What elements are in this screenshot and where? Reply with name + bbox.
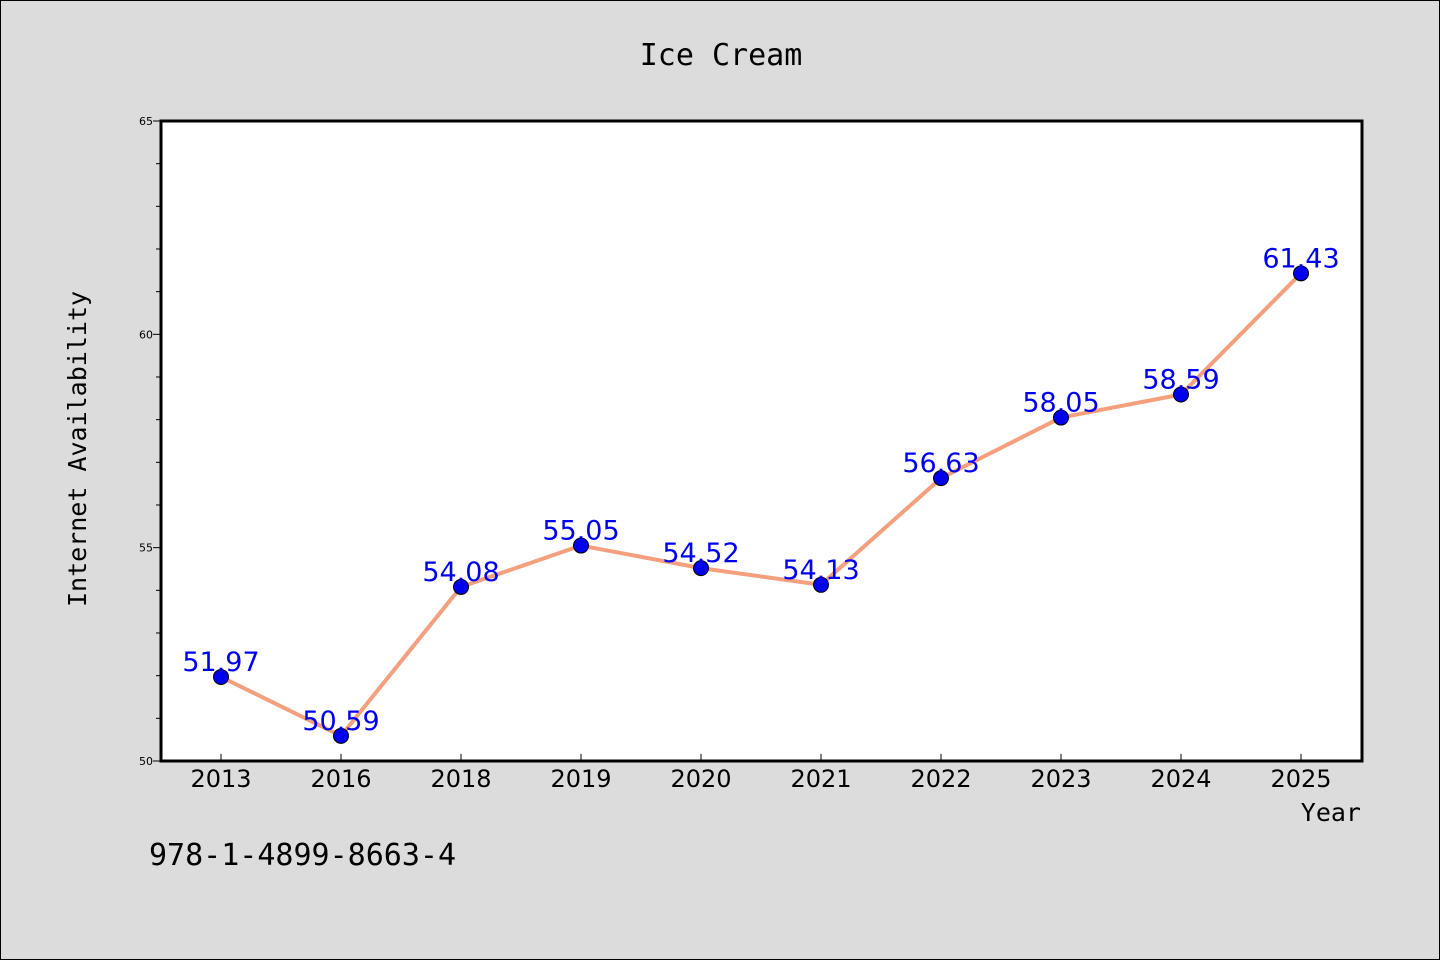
y-axis-label: Internet Availability: [63, 291, 92, 607]
x-tick-label: 2021: [790, 765, 851, 793]
data-labels: 51.97 50.59 54.08 55.05 54.52 54.13 56.63 58.05…: [182, 243, 1339, 737]
x-tick-label: 2019: [550, 765, 611, 793]
isbn-annotation: 978-1-4899-8663-4: [149, 838, 456, 873]
data-point: [1293, 265, 1309, 282]
data-point: [693, 560, 709, 577]
x-tick-label: 2024: [1150, 765, 1211, 793]
y-tick-label: 60: [139, 328, 153, 341]
data-label: 54.13: [782, 555, 859, 586]
y-axis-ticks: 50 55 60 65: [139, 115, 161, 768]
x-tick-label: 2023: [1030, 765, 1091, 793]
y-tick-label: 65: [139, 115, 153, 128]
data-point: [333, 727, 349, 744]
data-point: [453, 578, 469, 595]
data-label: 54.08: [422, 557, 499, 588]
x-tick-label: 2018: [430, 765, 491, 793]
x-axis-label: Year: [1301, 798, 1361, 827]
x-tick-label: 2025: [1270, 765, 1331, 793]
series-line-group: [219, 271, 1303, 738]
data-point: [933, 470, 949, 487]
y-tick-label: 55: [139, 542, 153, 555]
data-label: 58.05: [1022, 388, 1099, 419]
data-markers: [213, 265, 1309, 744]
data-point: [1053, 409, 1069, 426]
data-label: 55.05: [542, 516, 619, 547]
x-tick-label: 2016: [310, 765, 371, 793]
data-label: 61.43: [1262, 243, 1339, 274]
x-tick-label: 2013: [190, 765, 251, 793]
data-point: [573, 537, 589, 554]
chart-title: Ice Cream: [640, 38, 803, 73]
data-point: [813, 576, 829, 593]
data-point: [213, 668, 229, 685]
data-label: 50.59: [302, 706, 379, 737]
x-axis-ticks: 2013 2016 2018 2019 2020 2021 2022 2023 2024 2025: [190, 754, 1332, 793]
x-tick-label: 2022: [910, 765, 971, 793]
data-label: 56.63: [902, 448, 979, 479]
data-label: 54.52: [662, 538, 739, 569]
y-tick-label: 50: [139, 755, 153, 768]
x-tick-label: 2020: [670, 765, 731, 793]
data-label: 58.59: [1142, 364, 1219, 395]
data-label: 51.97: [182, 647, 259, 678]
data-point: [1173, 386, 1189, 403]
series-line: [219, 271, 1303, 738]
plot-area: [159, 119, 1364, 763]
